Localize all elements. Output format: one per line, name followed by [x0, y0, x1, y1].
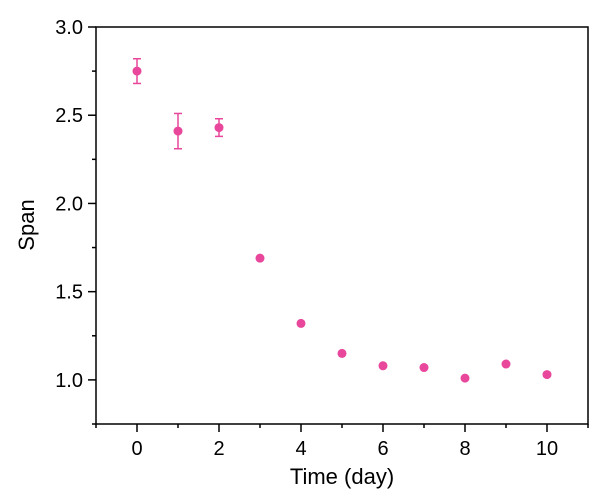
- data-point: [460, 373, 470, 383]
- x-tick-label: 4: [295, 438, 306, 460]
- y-axis-tick-labels: 1.0 1.5 2.0 2.5 3.0: [55, 17, 83, 392]
- data-points: [132, 66, 552, 383]
- data-point: [255, 253, 265, 263]
- x-tick-label: 2: [213, 438, 224, 460]
- x-axis-tick-labels: 0 2 4 6 8 10: [131, 438, 558, 460]
- y-axis-label: Span: [14, 199, 39, 250]
- y-tick-label: 2.5: [55, 105, 83, 127]
- x-tick-label: 6: [377, 438, 388, 460]
- data-point: [501, 359, 511, 369]
- x-axis-ticks: [95, 424, 589, 432]
- data-point: [173, 126, 183, 136]
- y-tick-label: 1.5: [55, 282, 83, 304]
- data-point: [132, 66, 142, 76]
- y-tick-label: 1.0: [55, 370, 83, 392]
- x-tick-label: 8: [459, 438, 470, 460]
- data-point: [296, 318, 306, 328]
- data-point: [337, 348, 347, 358]
- y-axis-ticks: [88, 26, 96, 425]
- plot-frame: [95, 26, 589, 425]
- data-point: [378, 361, 388, 371]
- data-point: [542, 370, 552, 380]
- y-tick-label: 3.0: [55, 17, 83, 39]
- data-point: [214, 123, 224, 133]
- y-tick-label: 2.0: [55, 193, 83, 215]
- data-point: [419, 363, 429, 373]
- x-axis-label: Time (day): [290, 464, 394, 489]
- x-tick-label: 10: [536, 438, 558, 460]
- x-tick-label: 0: [131, 438, 142, 460]
